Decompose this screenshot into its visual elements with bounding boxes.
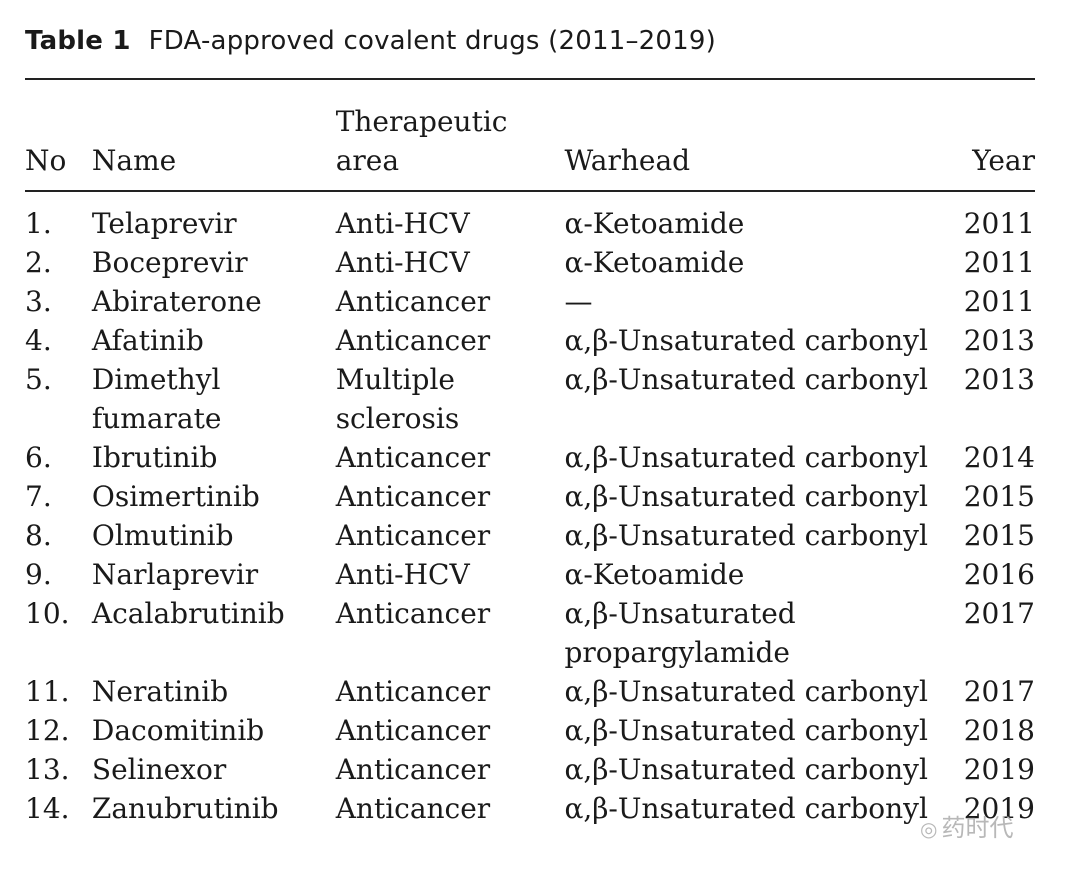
- cell-no: 14.: [25, 792, 70, 825]
- cell-therapeutic-area: Anticancer: [335, 480, 491, 513]
- cell-therapeutic-area: Anticancer: [335, 675, 491, 708]
- cell-name: Zanubrutinib: [91, 792, 279, 825]
- cell-no: 11.: [25, 675, 70, 708]
- cell-year: 2013: [963, 324, 1035, 357]
- watermark-text: 药时代: [941, 814, 1014, 842]
- cell-therapeutic-area: Anticancer: [335, 753, 491, 786]
- table-row: 12. Dacomitinib Anticancer α,β-Unsaturated …: [25, 711, 1035, 750]
- cell-therapeutic-area: Anticancer: [335, 714, 491, 747]
- cell-therapeutic-area: Anti-HCV: [335, 207, 470, 240]
- cell-no: 8.: [25, 519, 52, 552]
- cell-name: Neratinib: [91, 675, 229, 708]
- cell-year: 2014: [963, 441, 1035, 474]
- cell-year: 2011: [963, 207, 1035, 240]
- cell-year: 2011: [963, 246, 1035, 279]
- cell-no: 7.: [25, 480, 52, 513]
- cell-name: Selinexor: [91, 753, 227, 786]
- cell-name: Boceprevir: [91, 246, 248, 279]
- cell-no: 1.: [25, 207, 52, 240]
- cell-no: 4.: [25, 324, 52, 357]
- cell-year: 2018: [963, 714, 1035, 747]
- cell-no: 12.: [25, 714, 70, 747]
- cell-warhead: α,β-Unsaturated carbonyl: [564, 714, 928, 747]
- header-year: Year: [972, 144, 1035, 177]
- cell-no: 2.: [25, 246, 52, 279]
- header-name: Name: [91, 144, 177, 177]
- cell-warhead: α,β-Unsaturated carbonyl: [564, 480, 928, 513]
- cell-name: Dacomitinib: [91, 714, 265, 747]
- table-caption: Table 1 FDA-approved covalent drugs (2011…: [25, 26, 716, 56]
- cell-name: Osimertinib: [91, 480, 260, 513]
- table-row: 1. Telaprevir Anti-HCV α-Ketoamide 2011: [25, 190, 1035, 243]
- cell-warhead: α,β-Unsaturated propargylamide: [564, 597, 796, 669]
- watermark: ◎ 药时代: [920, 808, 1013, 843]
- cell-name: Narlaprevir: [91, 558, 259, 591]
- cell-therapeutic-area: Anti-HCV: [335, 246, 470, 279]
- cell-no: 6.: [25, 441, 52, 474]
- cell-warhead: α-Ketoamide: [564, 558, 745, 591]
- cell-year: 2017: [963, 675, 1035, 708]
- cell-no: 9.: [25, 558, 52, 591]
- table-row: 5. Dimethyl fumarate Multiple sclerosis α,β…: [25, 360, 1035, 438]
- header-warhead: Warhead: [564, 144, 691, 177]
- cell-warhead: α,β-Unsaturated carbonyl: [564, 324, 928, 357]
- cell-therapeutic-area: Anticancer: [335, 597, 491, 630]
- cell-name: Dimethyl fumarate: [91, 363, 222, 435]
- wechat-icon: ◎: [920, 817, 938, 841]
- cell-year: 2019: [963, 753, 1035, 786]
- table-row: 2. Boceprevir Anti-HCV α-Ketoamide 2011: [25, 243, 1035, 282]
- cell-name: Olmutinib: [91, 519, 234, 552]
- cell-no: 3.: [25, 285, 52, 318]
- cell-year: 2016: [963, 558, 1035, 591]
- top-rule: [25, 78, 1035, 80]
- cell-no: 13.: [25, 753, 70, 786]
- table-row: 8. Olmutinib Anticancer α,β-Unsaturated car…: [25, 516, 1035, 555]
- table-row: 3. Abiraterone Anticancer — 2011: [25, 282, 1035, 321]
- table-row: 7. Osimertinib Anticancer α,β-Unsaturated c…: [25, 477, 1035, 516]
- cell-year: 2019: [963, 792, 1035, 825]
- cell-warhead: α-Ketoamide: [564, 246, 745, 279]
- table-row: 11. Neratinib Anticancer α,β-Unsaturated ca…: [25, 672, 1035, 711]
- table-row: 6. Ibrutinib Anticancer α,β-Unsaturated car…: [25, 438, 1035, 477]
- header-no: No: [25, 144, 67, 177]
- cell-therapeutic-area: Multiple sclerosis: [335, 363, 460, 435]
- cell-year: 2015: [963, 519, 1035, 552]
- cell-year: 2013: [963, 363, 1035, 396]
- table-row: 9. Narlaprevir Anti-HCV α-Ketoamide 2016: [25, 555, 1035, 594]
- header-rule: [25, 190, 1035, 192]
- cell-therapeutic-area: Anticancer: [335, 324, 491, 357]
- drugs-table: No Name Therapeutic area Warhead Year 1.…: [25, 102, 1035, 828]
- cell-name: Ibrutinib: [91, 441, 218, 474]
- cell-warhead: α-Ketoamide: [564, 207, 745, 240]
- table-title: FDA-approved covalent drugs (2011–2019): [148, 26, 716, 56]
- cell-no: 5.: [25, 363, 52, 396]
- cell-year: 2015: [963, 480, 1035, 513]
- table-label: Table 1: [25, 26, 131, 56]
- cell-therapeutic-area: Anti-HCV: [335, 558, 470, 591]
- header-row: No Name Therapeutic area Warhead Year: [25, 102, 1035, 190]
- cell-therapeutic-area: Anticancer: [335, 519, 491, 552]
- cell-warhead: α,β-Unsaturated carbonyl: [564, 441, 928, 474]
- cell-warhead: α,β-Unsaturated carbonyl: [564, 675, 928, 708]
- table-row: 13. Selinexor Anticancer α,β-Unsaturated ca…: [25, 750, 1035, 789]
- cell-warhead: —: [564, 285, 593, 318]
- cell-warhead: α,β-Unsaturated carbonyl: [564, 792, 928, 825]
- cell-warhead: α,β-Unsaturated carbonyl: [564, 363, 928, 396]
- header-therapeutic-area: Therapeutic area: [335, 105, 508, 177]
- cell-warhead: α,β-Unsaturated carbonyl: [564, 753, 928, 786]
- cell-therapeutic-area: Anticancer: [335, 285, 491, 318]
- table-row: 4. Afatinib Anticancer α,β-Unsaturated carb…: [25, 321, 1035, 360]
- cell-therapeutic-area: Anticancer: [335, 441, 491, 474]
- cell-name: Abiraterone: [91, 285, 262, 318]
- cell-therapeutic-area: Anticancer: [335, 792, 491, 825]
- cell-name: Telaprevir: [91, 207, 237, 240]
- cell-year: 2011: [963, 285, 1035, 318]
- table-row: 10. Acalabrutinib Anticancer α,β-Unsaturate…: [25, 594, 1035, 672]
- cell-warhead: α,β-Unsaturated carbonyl: [564, 519, 928, 552]
- cell-no: 10.: [25, 597, 70, 630]
- table-row: 14. Zanubrutinib Anticancer α,β-Unsaturated…: [25, 789, 1035, 828]
- cell-name: Acalabrutinib: [91, 597, 285, 630]
- cell-year: 2017: [963, 597, 1035, 630]
- cell-name: Afatinib: [91, 324, 204, 357]
